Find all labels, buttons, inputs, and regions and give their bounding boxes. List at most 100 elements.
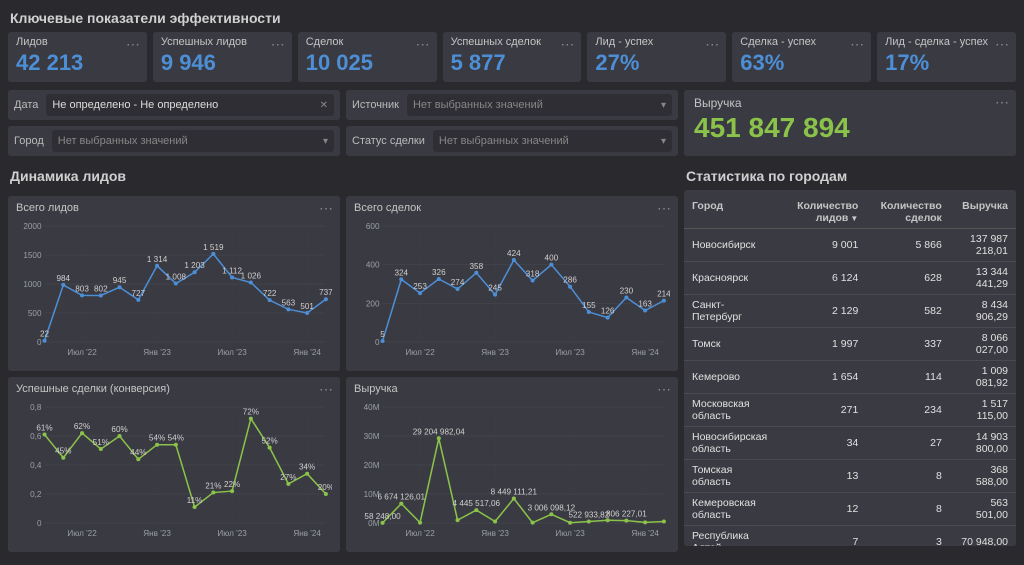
card-menu-icon[interactable]: ⋯ [995, 36, 1010, 53]
table-row[interactable]: Московская область2712341 517 115,00 [684, 394, 1016, 427]
svg-text:11%: 11% [187, 496, 203, 505]
svg-text:Июл '23: Июл '23 [555, 348, 585, 357]
table-header[interactable]: Город [684, 196, 782, 229]
table-cell: 1 997 [782, 328, 866, 361]
svg-text:0: 0 [37, 519, 42, 528]
svg-text:326: 326 [432, 268, 446, 277]
table-cell: 27 [866, 427, 950, 460]
svg-text:Июл '23: Июл '23 [217, 529, 247, 538]
svg-text:358: 358 [470, 262, 484, 271]
table-row[interactable]: Новосибирская область342714 903 800,00 [684, 427, 1016, 460]
table-row[interactable]: Новосибирск9 0015 866137 987 218,01 [684, 229, 1016, 262]
table-header[interactable]: Количество сделок [866, 196, 950, 229]
table-cell: 3 [866, 526, 950, 547]
svg-text:563: 563 [282, 298, 296, 307]
svg-text:727: 727 [132, 289, 146, 298]
table-row[interactable]: Республика Алтай7370 948,00 [684, 526, 1016, 547]
svg-text:126: 126 [601, 307, 615, 316]
svg-text:806 227,01: 806 227,01 [606, 510, 647, 519]
svg-text:1500: 1500 [23, 251, 42, 260]
chart-deals: ⋯Всего сделок0200400600Июл '22Янв '23Июл… [346, 196, 678, 371]
table-cell: 1 517 115,00 [950, 394, 1016, 427]
chevron-down-icon[interactable]: ▾ [323, 136, 328, 147]
filter-status-input[interactable]: Нет выбранных значений ▾ [433, 130, 672, 152]
svg-text:0,6: 0,6 [30, 432, 42, 441]
card-menu-icon[interactable]: ⋯ [657, 200, 672, 217]
svg-text:Июл '22: Июл '22 [405, 529, 435, 538]
table-cell: 628 [866, 262, 950, 295]
chart-title: Успешные сделки (конверсия) [16, 383, 332, 395]
kpi-label: Успешных лидов [161, 36, 284, 48]
table-cell: 8 434 906,29 [950, 295, 1016, 328]
filter-status-label: Статус сделки [352, 135, 425, 147]
filter-city-input[interactable]: Нет выбранных значений ▾ [52, 130, 334, 152]
table-cell: 12 [782, 493, 866, 526]
chart-plot: 00,20,40,60,8Июл '22Янв '23Июл '23Янв '2… [16, 399, 332, 539]
card-menu-icon[interactable]: ⋯ [850, 36, 865, 53]
table-cell: Республика Алтай [684, 526, 782, 547]
table-cell: 34 [782, 427, 866, 460]
filter-source[interactable]: Источник Нет выбранных значений ▾ [346, 90, 678, 120]
filter-source-input[interactable]: Нет выбранных значений ▾ [407, 94, 672, 116]
table-row[interactable]: Красноярск6 12462813 344 441,29 [684, 262, 1016, 295]
table-cell: 70 948,00 [950, 526, 1016, 547]
svg-text:245: 245 [488, 284, 502, 293]
filter-source-label: Источник [352, 99, 399, 111]
svg-text:Янв '24: Янв '24 [293, 529, 321, 538]
svg-text:Июл '22: Июл '22 [405, 348, 435, 357]
svg-text:324: 324 [395, 268, 409, 277]
svg-text:400: 400 [545, 254, 559, 263]
svg-text:0,2: 0,2 [30, 490, 42, 499]
svg-text:984: 984 [57, 274, 71, 283]
card-menu-icon[interactable]: ⋯ [995, 94, 1010, 111]
svg-text:163: 163 [638, 300, 652, 309]
svg-text:400: 400 [366, 261, 380, 270]
kpi-card: ⋯Лид - успех27% [587, 32, 726, 82]
table-header[interactable]: Выручка [950, 196, 1016, 229]
card-menu-icon[interactable]: ⋯ [560, 36, 575, 53]
svg-text:34%: 34% [299, 463, 315, 472]
table-row[interactable]: Томск1 9973378 066 027,00 [684, 328, 1016, 361]
table-header[interactable]: Количество лидов▼ [782, 196, 866, 229]
kpi-section-title: Ключевые показатели эффективности [10, 10, 1016, 26]
chevron-down-icon[interactable]: ▾ [661, 136, 666, 147]
table-row[interactable]: Кемерово1 6541141 009 081,92 [684, 361, 1016, 394]
table-cell: 13 344 441,29 [950, 262, 1016, 295]
svg-text:Янв '23: Янв '23 [143, 348, 171, 357]
svg-text:4 445 517,06: 4 445 517,06 [453, 499, 501, 508]
card-menu-icon[interactable]: ⋯ [705, 36, 720, 53]
chart-conversion: ⋯Успешные сделки (конверсия)00,20,40,60,… [8, 377, 340, 552]
table-cell: Томская область [684, 460, 782, 493]
table-row[interactable]: Санкт-Петербург2 1295828 434 906,29 [684, 295, 1016, 328]
kpi-card: ⋯Успешных лидов9 946 [153, 32, 292, 82]
table-cell: 8 [866, 493, 950, 526]
svg-text:214: 214 [657, 290, 670, 299]
filter-date[interactable]: Дата Не определено - Не определено ✕ [8, 90, 340, 120]
filter-date-input[interactable]: Не определено - Не определено ✕ [46, 94, 334, 116]
table-cell: 114 [866, 361, 950, 394]
chart-title: Всего сделок [354, 202, 670, 214]
card-menu-icon[interactable]: ⋯ [319, 200, 334, 217]
revenue-label: Выручка [694, 96, 1006, 110]
kpi-label: Лид - успех [595, 36, 718, 48]
svg-text:40M: 40M [364, 403, 380, 412]
svg-text:737: 737 [319, 288, 332, 297]
clear-icon[interactable]: ✕ [320, 100, 328, 111]
card-menu-icon[interactable]: ⋯ [319, 381, 334, 398]
card-menu-icon[interactable]: ⋯ [657, 381, 672, 398]
svg-text:2000: 2000 [23, 222, 42, 231]
chart-revenue: ⋯Выручка0M10M20M30M40MИюл '22Янв '23Июл … [346, 377, 678, 552]
svg-text:722: 722 [263, 289, 277, 298]
table-row[interactable]: Кемеровская область128563 501,00 [684, 493, 1016, 526]
card-menu-icon[interactable]: ⋯ [271, 36, 286, 53]
card-menu-icon[interactable]: ⋯ [416, 36, 431, 53]
chart-title: Всего лидов [16, 202, 332, 214]
svg-text:Янв '24: Янв '24 [631, 529, 659, 538]
table-row[interactable]: Томская область138368 588,00 [684, 460, 1016, 493]
filter-city[interactable]: Город Нет выбранных значений ▾ [8, 126, 340, 156]
card-menu-icon[interactable]: ⋯ [126, 36, 141, 53]
filter-status[interactable]: Статус сделки Нет выбранных значений ▾ [346, 126, 678, 156]
kpi-value: 5 877 [451, 50, 574, 76]
chevron-down-icon[interactable]: ▾ [661, 100, 666, 111]
svg-text:44%: 44% [130, 448, 146, 457]
